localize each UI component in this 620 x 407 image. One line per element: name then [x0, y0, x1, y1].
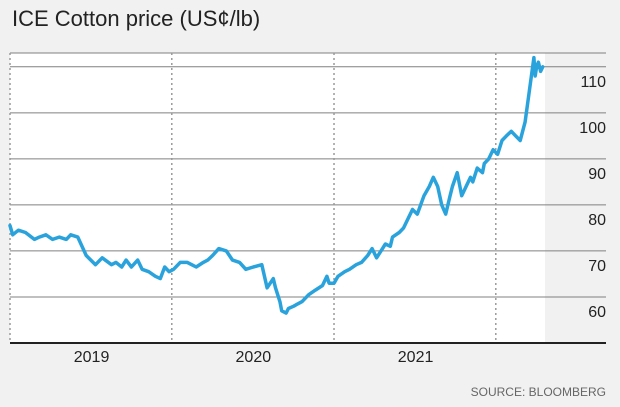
y-tick-label: 80 — [588, 212, 606, 229]
y-tick-label: 110 — [580, 74, 606, 91]
x-tick-label: 2020 — [236, 349, 272, 366]
y-tick-label: 70 — [588, 258, 606, 275]
source-note: SOURCE: BLOOMBERG — [471, 385, 606, 399]
series-line-cotton-price — [8, 55, 545, 315]
chart-title: ICE Cotton price (US¢/lb) — [12, 6, 260, 31]
x-tick-label: 2019 — [74, 349, 110, 366]
series-layer — [8, 55, 545, 315]
axes: 60 70 80 90 100 110 2019 2020 2021 — [10, 74, 606, 366]
y-tick-label: 60 — [588, 304, 606, 321]
y-tick-label: 100 — [579, 120, 606, 137]
year-dividers — [9, 53, 497, 343]
y-tick-label: 90 — [588, 166, 606, 183]
x-tick-label: 2021 — [398, 349, 434, 366]
gridlines — [10, 52, 606, 298]
